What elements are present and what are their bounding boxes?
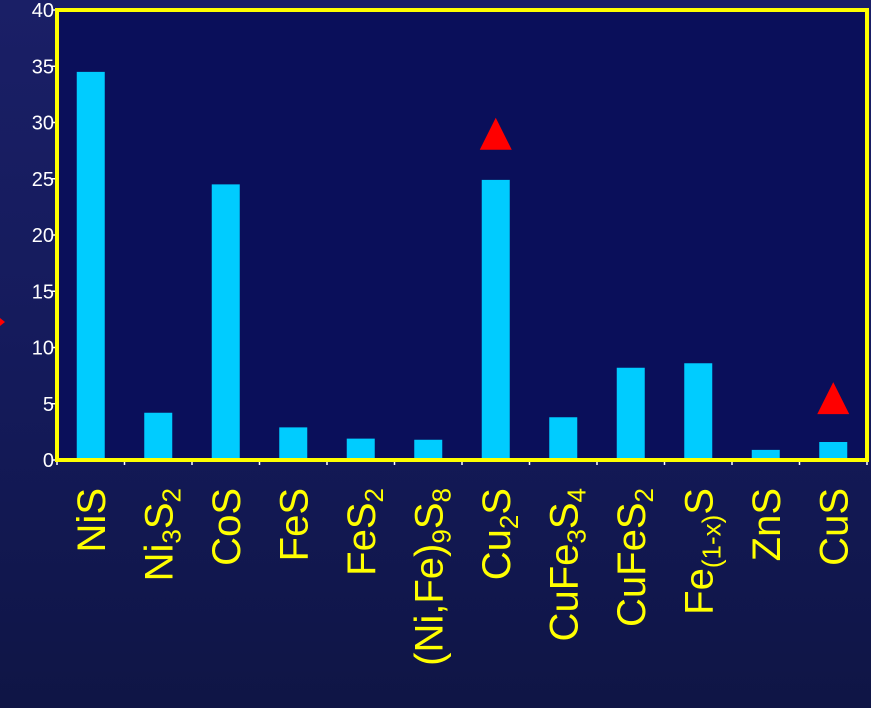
bar-Cu2S <box>481 179 510 460</box>
category-labels: NiSNi3​S2​CoSFeSFeS2​(Ni,Fe)9​S8​Cu2​SCu… <box>70 488 857 666</box>
y-tick-label: 30 <box>32 113 54 135</box>
bar-CuS <box>819 442 848 460</box>
plot-area <box>57 10 867 460</box>
label-text: FeS <box>340 502 384 575</box>
y-tick-label: 35 <box>32 56 54 78</box>
label-text: CuFe <box>542 544 586 642</box>
bars <box>76 71 848 460</box>
category-label-CuFe3S4: CuFe3​S4​ <box>542 488 591 641</box>
bar-CuFeS2 <box>616 367 645 460</box>
label-text: FeS <box>272 488 316 561</box>
category-label-(Ni,Fe)9S8: (Ni,Fe)9​S8​ <box>407 488 456 666</box>
label-text: Cu <box>475 529 519 580</box>
bar-FeS2 <box>346 438 375 460</box>
category-label-FeS: FeS <box>272 488 316 561</box>
label-text: Ni <box>137 544 181 582</box>
y-tick-label: 10 <box>32 338 54 360</box>
category-label-ZnS: ZnS <box>745 488 789 561</box>
label-text: Fe <box>677 568 721 615</box>
category-label-CoS: CoS <box>205 488 249 566</box>
label-subscript: 8 <box>426 488 456 502</box>
label-text: CoS <box>205 488 249 566</box>
bar-Ni3S2 <box>144 412 173 460</box>
label-text: S <box>137 502 181 529</box>
label-subscript: 9 <box>426 529 456 543</box>
category-label-NiS: NiS <box>70 488 114 552</box>
label-text: CuFeS <box>610 502 654 627</box>
category-label-CuS: CuS <box>812 488 856 566</box>
y-tick-label: 20 <box>32 225 54 247</box>
category-label-CuFeS2: CuFeS2​ <box>610 488 659 627</box>
category-label-Ni3S2: Ni3​S2​ <box>137 488 186 581</box>
markers <box>479 117 850 415</box>
label-text: S <box>542 502 586 529</box>
category-label-FeS2: FeS2​ <box>340 488 389 576</box>
y-tick-label: 40 <box>32 0 54 22</box>
y-axis: 0 5 10 15 20 25 30 35 40 <box>32 0 57 472</box>
category-label-Cu2S: Cu2​S <box>475 488 524 580</box>
label-subscript: 4 <box>561 488 591 502</box>
label-text: S <box>677 488 721 515</box>
label-text: NiS <box>70 488 114 552</box>
bar-FeS <box>279 427 308 460</box>
label-subscript: 2 <box>629 488 659 502</box>
y-tick-label: 25 <box>32 169 54 191</box>
clipped-marker-fragment <box>0 318 5 326</box>
label-subscript: 3 <box>561 529 591 543</box>
label-subscript: (1-x) <box>696 515 726 568</box>
y-tick-label: 0 <box>43 450 54 472</box>
label-text: (Ni,Fe) <box>407 544 451 666</box>
plot-frame <box>55 8 869 462</box>
label-subscript: 2 <box>359 488 389 502</box>
label-subscript: 3 <box>156 529 186 543</box>
bar-CoS <box>211 184 240 460</box>
marker-triangle <box>479 117 512 150</box>
bar-NiS <box>76 71 105 460</box>
bar-ZnS <box>751 449 780 460</box>
category-label-Fe(1-x)S: Fe(1-x)​S <box>677 488 726 615</box>
label-subscript: 2 <box>156 488 186 502</box>
bar-CuFe3S4 <box>549 417 578 460</box>
marker-triangle <box>817 382 850 415</box>
bar-(Ni,Fe)9S8 <box>414 439 443 460</box>
y-tick-label: 15 <box>32 281 54 303</box>
label-subscript: 2 <box>494 515 524 529</box>
y-tick-label: 5 <box>43 394 54 416</box>
bar-Fe(1-x)S <box>684 363 713 460</box>
label-text: S <box>475 488 519 515</box>
label-text: CuS <box>812 488 856 566</box>
label-text: S <box>407 502 451 529</box>
label-text: ZnS <box>745 488 789 561</box>
